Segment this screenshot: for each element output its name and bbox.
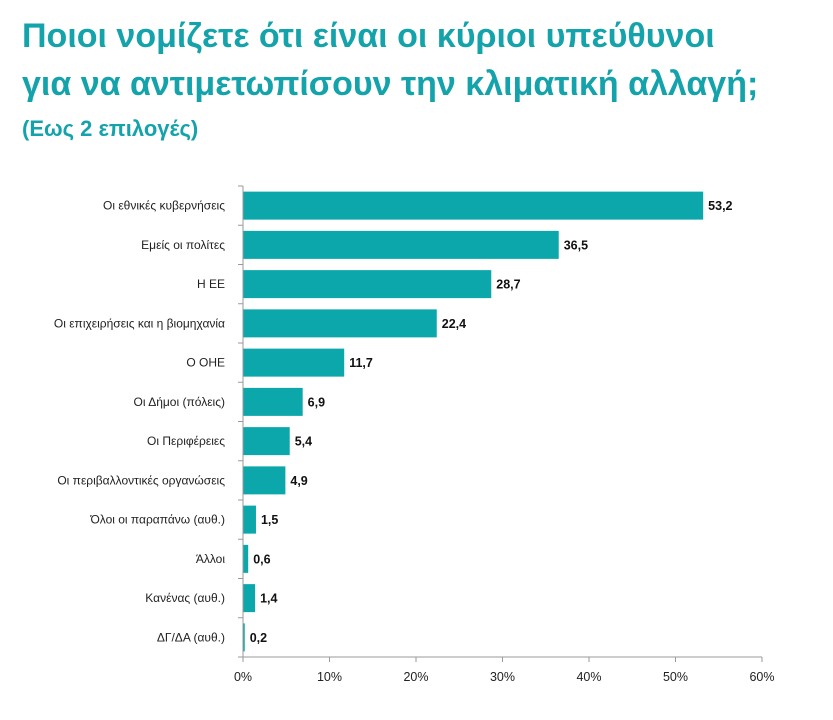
bar	[243, 623, 245, 652]
category-label: Άλλοι	[196, 552, 226, 566]
chart-title-line-2: για να αντιμετωπίσουν την κλιματική αλλα…	[22, 65, 759, 103]
category-label: Η ΕΕ	[197, 277, 225, 291]
x-tick-label: 30%	[490, 670, 515, 684]
chart-title-line-1: Ποιοι νομίζετε ότι είναι οι κύριοι υπεύθ…	[22, 17, 715, 55]
bar	[243, 505, 256, 534]
value-label: 22,4	[442, 317, 466, 331]
value-label: 1,5	[261, 513, 278, 527]
value-label: 6,9	[308, 395, 325, 409]
x-tick-label: 0%	[234, 670, 252, 684]
x-tick-label: 50%	[663, 670, 688, 684]
value-label: 4,9	[290, 474, 307, 488]
bar	[243, 348, 345, 377]
x-tick-label: 40%	[576, 670, 601, 684]
bar	[243, 584, 256, 613]
bar	[243, 309, 437, 338]
bar	[243, 427, 290, 456]
bar	[243, 270, 492, 299]
category-label: Οι περιβαλλοντικές οργανώσεις	[57, 473, 225, 487]
value-label: 53,2	[708, 199, 732, 213]
value-label: 1,4	[260, 592, 277, 606]
value-label: 0,2	[250, 631, 267, 645]
chart-subtitle: (Εως 2 επιλογές)	[22, 116, 199, 141]
x-tick-label: 20%	[403, 670, 428, 684]
category-label: Οι επιχειρήσεις και η βιομηχανία	[54, 316, 225, 330]
value-label: 0,6	[253, 552, 270, 566]
x-tick-label: 10%	[317, 670, 342, 684]
bar	[243, 544, 249, 573]
category-label: Οι Περιφέρειες	[147, 434, 225, 448]
value-label: 28,7	[496, 278, 520, 292]
chart-title: Ποιοι νομίζετε ότι είναι οι κύριοι υπεύθ…	[22, 12, 758, 108]
value-label: 36,5	[564, 238, 588, 252]
category-label: Ο ΟΗΕ	[186, 356, 225, 370]
category-label: Κανένας (αυθ.)	[145, 591, 225, 605]
bar	[243, 387, 303, 416]
bar	[243, 230, 559, 259]
category-label: Οι Δήμοι (πόλεις)	[134, 395, 225, 409]
category-label: ΔΓ/ΔΑ (αυθ.)	[157, 630, 225, 644]
category-label: Οι εθνικές κυβερνήσεις	[103, 199, 225, 213]
value-label: 11,7	[349, 356, 373, 370]
bar	[243, 466, 286, 495]
bar	[243, 191, 704, 220]
x-tick-label: 60%	[749, 670, 774, 684]
value-label: 5,4	[295, 435, 312, 449]
category-label: Όλοι οι παραπάνω (αυθ.)	[89, 513, 225, 527]
category-label: Εμείς οι πολίτες	[141, 238, 225, 252]
